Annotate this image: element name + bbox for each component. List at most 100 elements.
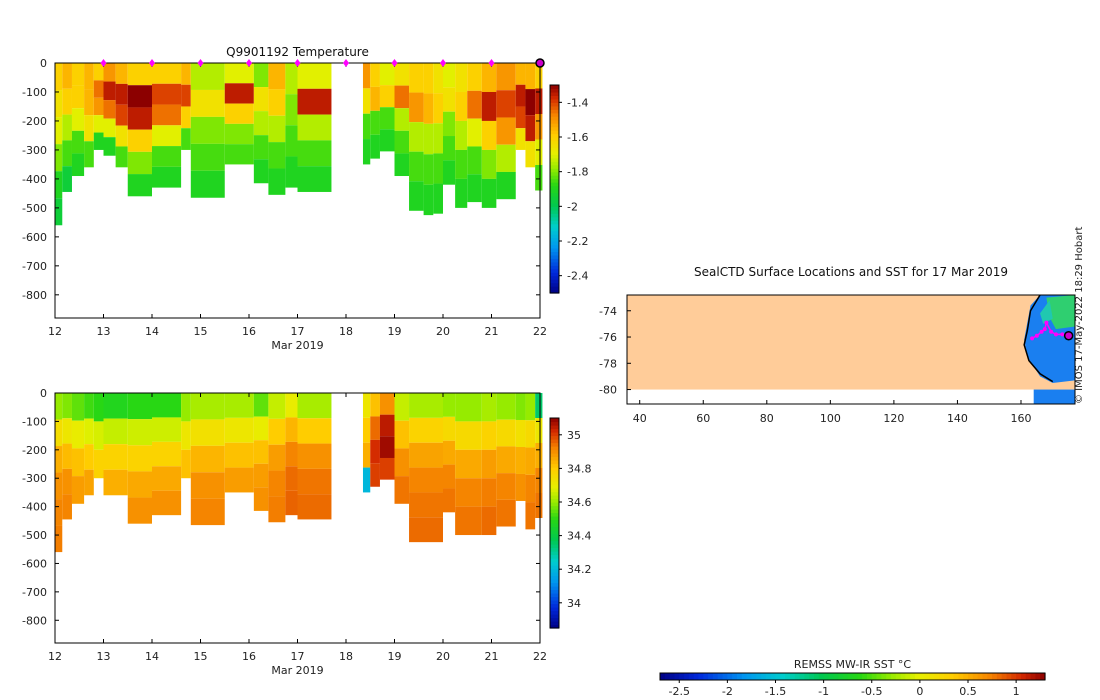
salinity-profile-cell — [455, 421, 482, 450]
salinity-profile-cell — [370, 416, 380, 440]
sst-colorbar: REMSS MW-IR SST °C -2.5 -2 -1.5 -1 -0.5 0 0.5 1 — [659, 658, 1046, 698]
salinity-profile-cell — [181, 449, 191, 479]
colorbar-segment — [550, 234, 559, 239]
temperature-profile-cell — [62, 140, 72, 167]
salinity-profile-cell — [409, 492, 443, 518]
temperature-profile-cell — [285, 125, 298, 157]
temperature-profile-cell — [84, 89, 94, 116]
temperature-profile-cell — [297, 114, 332, 141]
latest-profile-marker — [535, 58, 545, 68]
salinity-profile-cell — [71, 420, 85, 449]
salinity-profile-cell — [127, 393, 152, 420]
temperature-profile-cell — [103, 118, 116, 138]
temperature-profile-cell — [515, 106, 526, 129]
salinity-profile-cell — [394, 448, 410, 477]
temperature-profile-cell — [115, 83, 128, 105]
colorbar-segment — [550, 481, 559, 486]
colorbar-segment — [550, 282, 559, 287]
salinity-profile-cell — [515, 419, 526, 447]
sst-colorbar-segment — [857, 673, 863, 680]
colorbar-segment — [550, 137, 559, 142]
temperature-profile-cell — [525, 89, 536, 116]
colorbar-segment — [550, 463, 559, 468]
sst-colorbar-segment — [958, 673, 964, 680]
salinity-profile-cell — [535, 468, 543, 493]
salinity-profile-cell — [224, 393, 254, 418]
colorbar-segment — [550, 582, 559, 587]
temperature-profile-cell — [370, 63, 380, 87]
salinity-profile-cell — [297, 443, 332, 469]
temperature-profile-cell — [152, 166, 182, 188]
colorbar-segment — [550, 428, 559, 433]
colorbar-tick-label: -1.6 — [567, 131, 588, 144]
salinity-profile-cell — [362, 417, 371, 443]
temperature-profile-cell — [481, 63, 497, 92]
salinity-profile-cell — [224, 417, 254, 443]
salinity-profile-cell — [297, 418, 332, 444]
salinity-profile-cell — [253, 440, 269, 464]
colorbar-segment — [550, 272, 559, 277]
sst-colorbar-segment — [900, 673, 907, 680]
colorbar-segment — [550, 446, 559, 451]
x-tick-label: 14 — [145, 325, 159, 338]
temperature-profile-cell — [362, 63, 371, 89]
temperature-profile-cell — [409, 181, 424, 211]
temperature-profile-cell — [423, 63, 434, 94]
temperature-profile-cell — [433, 93, 443, 124]
colorbar-segment — [550, 505, 559, 510]
sst-colorbar-segment — [996, 673, 1003, 680]
temperature-profile-cell — [423, 93, 434, 124]
temperature-profile-cell — [379, 63, 395, 86]
temperature-profile-cell — [115, 63, 128, 84]
temperature-profile-cell — [394, 108, 410, 131]
colorbar-segment — [550, 512, 559, 517]
salinity-profile-cell — [285, 417, 298, 442]
temperature-profile-cell — [93, 63, 104, 81]
salinity-profile-cell — [103, 393, 128, 419]
temperature-profile-cell — [224, 123, 254, 145]
colorbar-segment — [550, 561, 559, 566]
colorbar-segment — [550, 241, 559, 246]
temperature-profile-cell — [409, 63, 424, 93]
ocean-shelf — [1033, 389, 1075, 404]
salinity-profile-cell — [253, 487, 269, 511]
temperature-profile-cell — [190, 116, 225, 144]
temperature-profile-cell — [71, 108, 85, 131]
temperature-profile-cell — [535, 139, 543, 165]
surface-marker — [197, 59, 204, 67]
colorbar-segment — [550, 161, 559, 166]
colorbar-segment — [550, 596, 559, 601]
sst-colorbar-segment — [746, 673, 753, 680]
sst-colorbar-segment — [794, 673, 801, 680]
map-y-tick-label: -78 — [599, 357, 617, 370]
sst-colorbar-segment — [809, 673, 815, 680]
sst-colorbar-segment — [943, 673, 950, 680]
temperature-profile-cell — [379, 85, 395, 108]
colorbar-frame — [549, 417, 560, 629]
salinity-profile-cell — [55, 525, 63, 553]
temperature-profile-cell — [535, 63, 543, 89]
x-tick-label: 18 — [339, 650, 353, 663]
colorbar-segment — [550, 265, 559, 270]
salinity-profile-cell — [515, 473, 526, 501]
sst-colorbar-segment — [1040, 673, 1046, 680]
salinity-profile-cell — [362, 442, 371, 468]
salinity-profile-cell — [379, 414, 395, 437]
sst-colorbar-segment — [891, 673, 897, 680]
colorbar-segment — [550, 150, 559, 155]
temperature-profile-cell — [379, 107, 395, 130]
temperature-profile-cell — [443, 63, 456, 88]
sst-colorbar-title: REMSS MW-IR SST °C — [794, 658, 912, 671]
salinity-profile-cell — [496, 393, 516, 420]
temperature-profile-cell — [525, 141, 536, 168]
colorbar-segment — [550, 484, 559, 489]
sst-colorbar-segment — [785, 673, 791, 680]
map-x-tick-label: 60 — [696, 412, 710, 425]
salinity-profile-cell — [455, 449, 482, 479]
salinity-profile-cell — [525, 474, 536, 503]
colorbar-segment — [550, 544, 559, 549]
temperature-profile-cell — [433, 183, 443, 214]
temperature-profile-cell — [467, 146, 482, 175]
sst-colorbar-segment — [1006, 673, 1012, 680]
colorbar-tick-label: 34.4 — [567, 530, 592, 543]
